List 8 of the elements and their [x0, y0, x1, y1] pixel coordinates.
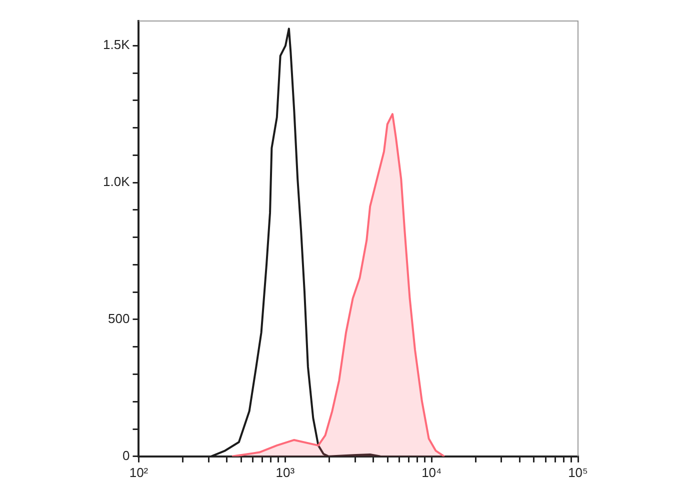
x-tick-label: 10³ — [276, 464, 296, 480]
x-tick-label: 10² — [129, 464, 149, 480]
y-tick-label: 0 — [122, 448, 130, 463]
x-tick-label: 10⁴ — [422, 464, 442, 480]
y-tick-label: 1.0K — [102, 174, 130, 190]
x-tick-label: 10⁵ — [568, 464, 588, 480]
y-tick-label: 500 — [108, 311, 130, 326]
y-tick-label: 1.5K — [102, 37, 130, 52]
